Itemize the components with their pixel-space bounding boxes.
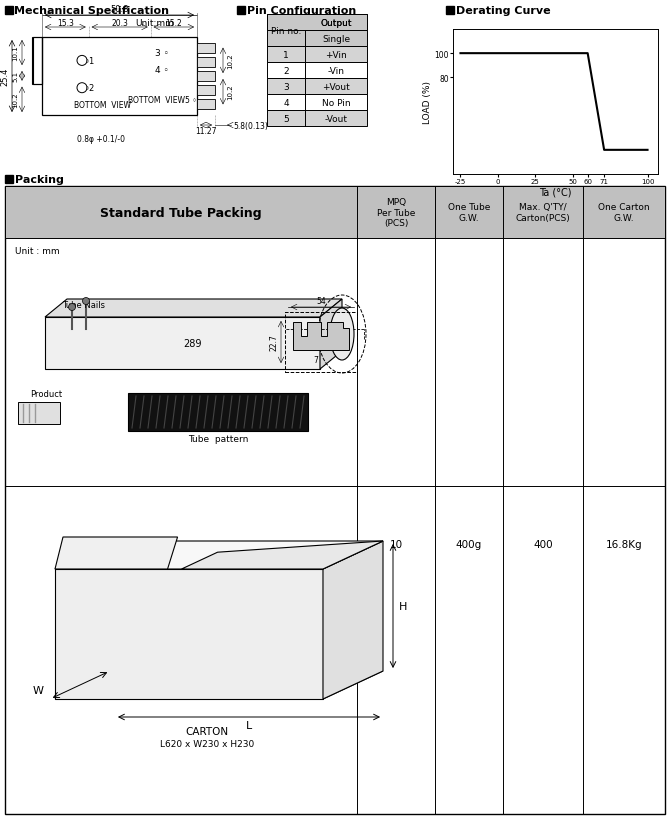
Text: Tube Nails: Tube Nails — [62, 301, 105, 310]
Text: L620 x W230 x H230: L620 x W230 x H230 — [160, 740, 254, 749]
Bar — [18, 402, 60, 424]
Text: 400: 400 — [533, 540, 553, 550]
Text: 5.1: 5.1 — [12, 71, 18, 82]
Text: 25.4: 25.4 — [1, 68, 9, 86]
Bar — [33, 38, 42, 84]
Text: 22.7: 22.7 — [269, 334, 279, 351]
Bar — [5, 187, 665, 814]
Bar — [5, 176, 13, 183]
Text: 15.3: 15.3 — [57, 19, 74, 28]
Text: Unit : mm: Unit : mm — [15, 247, 60, 256]
Text: 1: 1 — [283, 51, 289, 60]
Bar — [237, 7, 245, 15]
Text: Mechanical Specification: Mechanical Specification — [14, 6, 169, 16]
Bar — [5, 187, 665, 238]
Bar — [267, 47, 367, 63]
Text: W: W — [33, 686, 44, 695]
Polygon shape — [45, 318, 320, 369]
Polygon shape — [55, 541, 383, 569]
Text: 10.2: 10.2 — [227, 84, 233, 101]
Bar — [267, 95, 367, 111]
Text: Max. Q'TY/
Carton(PCS): Max. Q'TY/ Carton(PCS) — [516, 203, 570, 223]
Text: 16.8Kg: 16.8Kg — [606, 540, 643, 550]
Text: Output: Output — [320, 19, 352, 28]
Polygon shape — [55, 569, 323, 699]
Bar — [267, 15, 367, 47]
Text: 3: 3 — [283, 83, 289, 92]
Polygon shape — [320, 300, 342, 369]
Bar — [267, 15, 367, 31]
Text: BOTTOM  VIEW: BOTTOM VIEW — [74, 101, 131, 110]
Text: MPQ
Per Tube
(PCS): MPQ Per Tube (PCS) — [377, 198, 415, 228]
Text: +Vin: +Vin — [325, 51, 347, 60]
Polygon shape — [55, 537, 178, 569]
Text: Packing: Packing — [15, 174, 64, 185]
Text: 20.3: 20.3 — [111, 19, 128, 28]
Text: One Tube
G.W.: One Tube G.W. — [448, 203, 490, 223]
Text: No Pin: No Pin — [322, 98, 350, 107]
Text: 289: 289 — [184, 338, 202, 349]
Polygon shape — [45, 300, 342, 318]
Y-axis label: LOAD (%): LOAD (%) — [423, 81, 431, 124]
Circle shape — [68, 304, 76, 311]
Bar — [197, 100, 215, 110]
Polygon shape — [182, 541, 383, 569]
Polygon shape — [55, 672, 383, 699]
Bar — [285, 313, 357, 373]
Text: 4 ◦: 4 ◦ — [155, 66, 169, 75]
Bar — [42, 38, 197, 115]
Bar — [5, 7, 13, 15]
Text: CARTON: CARTON — [186, 726, 228, 736]
Bar — [267, 79, 367, 95]
Bar — [197, 72, 215, 82]
Text: Single: Single — [322, 34, 350, 43]
Text: 7: 7 — [314, 356, 318, 365]
Text: ◦2: ◦2 — [85, 84, 95, 93]
Text: Product: Product — [30, 390, 62, 399]
Text: -Vin: -Vin — [328, 66, 344, 75]
Text: 4: 4 — [283, 98, 289, 107]
Text: 54: 54 — [316, 297, 326, 306]
Text: 5: 5 — [283, 115, 289, 124]
Text: 5.8(0.13): 5.8(0.13) — [233, 121, 268, 130]
X-axis label: Ta (°C): Ta (°C) — [539, 188, 572, 197]
Text: Unit:mm: Unit:mm — [135, 19, 174, 28]
Ellipse shape — [330, 309, 354, 360]
Text: 400g: 400g — [456, 540, 482, 550]
Text: 3 ◦: 3 ◦ — [155, 49, 169, 58]
Text: 10.1: 10.1 — [12, 46, 18, 61]
Polygon shape — [323, 541, 383, 699]
Bar — [32, 38, 42, 84]
Text: 11.27: 11.27 — [195, 127, 217, 136]
Text: 10.2: 10.2 — [12, 93, 18, 108]
Text: 0.8φ +0.1/-0: 0.8φ +0.1/-0 — [77, 134, 125, 143]
Bar — [267, 63, 367, 79]
Text: One Carton
G.W.: One Carton G.W. — [598, 203, 650, 223]
Text: 2: 2 — [283, 66, 289, 75]
Text: L: L — [246, 720, 252, 730]
Bar — [197, 44, 215, 54]
Polygon shape — [293, 323, 349, 351]
Text: Pin no.: Pin no. — [271, 26, 302, 35]
Bar — [128, 393, 308, 432]
Text: Pin Configuration: Pin Configuration — [247, 6, 356, 16]
Bar — [197, 58, 215, 68]
Circle shape — [82, 298, 90, 305]
Text: 10: 10 — [389, 540, 403, 550]
Bar — [197, 86, 215, 96]
Text: 50.8: 50.8 — [111, 6, 129, 15]
Text: H: H — [399, 601, 407, 611]
Bar — [446, 7, 454, 15]
Text: Standard Tube Packing: Standard Tube Packing — [100, 206, 262, 219]
Text: +Vout: +Vout — [322, 83, 350, 92]
Text: -Vout: -Vout — [324, 115, 348, 124]
Text: 15.2: 15.2 — [165, 19, 182, 28]
Text: ◦1: ◦1 — [85, 57, 95, 66]
Text: Output: Output — [320, 19, 352, 28]
Bar — [267, 111, 367, 127]
Text: Tube  pattern: Tube pattern — [188, 435, 248, 444]
Text: Derating Curve: Derating Curve — [456, 6, 551, 16]
Text: 10.2: 10.2 — [227, 53, 233, 69]
Text: BOTTOM  VIEW5 ◦: BOTTOM VIEW5 ◦ — [127, 96, 196, 105]
